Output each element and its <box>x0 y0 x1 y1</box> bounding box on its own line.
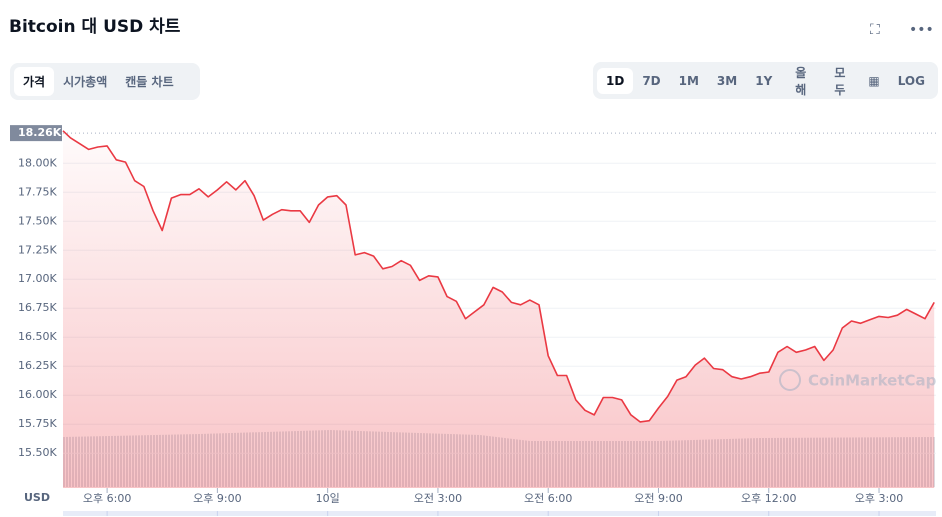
tab[interactable]: 가격 <box>14 67 55 96</box>
watermark-logo <box>779 369 801 391</box>
range-button[interactable]: 올해 <box>781 58 820 104</box>
x-tick-label: 오후 12:00 <box>741 492 796 505</box>
log-button[interactable]: LOG <box>889 68 934 94</box>
range-button[interactable]: 3M <box>708 68 746 94</box>
y-tick-label: 17.50K <box>18 214 57 227</box>
y-tick-label: 16.00K <box>18 388 57 401</box>
title: Bitcoin 대 USD 차트 <box>9 17 181 37</box>
watermark: CoinMarketCap <box>779 369 937 391</box>
currency-label: USD <box>24 491 50 504</box>
x-tick-label: 오전 9:00 <box>634 492 682 505</box>
y-tick-label: 17.75K <box>18 185 57 198</box>
current-price-box <box>10 125 62 142</box>
y-tick-label: 15.50K <box>18 446 57 459</box>
price-area <box>63 130 935 489</box>
calendar-button[interactable]: ▦ <box>859 68 888 94</box>
y-tick-label: 17.25K <box>18 243 57 256</box>
x-tick-label: 10일 <box>316 491 340 505</box>
range-button[interactable]: 모두 <box>820 58 859 104</box>
fullscreen-icon[interactable]: ⛶ <box>870 22 880 38</box>
y-tick-label: 17.00K <box>18 272 57 285</box>
price-line <box>62 130 935 423</box>
x-tick-label: 오후 9:00 <box>193 492 241 505</box>
tab[interactable]: 캔들 차트 <box>116 67 182 96</box>
range-button[interactable]: 1M <box>670 68 708 94</box>
y-tick-label: 15.75K <box>18 417 57 430</box>
watermark-text: CoinMarketCap <box>808 372 937 390</box>
x-tick-label: 오후 6:00 <box>83 492 131 505</box>
x-tick-label: 오후 3:00 <box>855 492 903 505</box>
y-tick-label: 16.75K <box>18 301 57 314</box>
range-group: 1D 7D 1M 3M 1Y 올해 모두 ▦ LOG <box>593 62 938 99</box>
y-tick-label: 16.50K <box>18 330 57 343</box>
range-button[interactable]: 7D <box>633 68 669 94</box>
range-button[interactable]: 1Y <box>746 68 781 94</box>
x-tick-label: 오전 6:00 <box>524 492 572 505</box>
x-tick-label: 오전 3:00 <box>414 492 462 505</box>
y-tick-label: 16.25K <box>18 359 57 372</box>
tab[interactable]: 시가총액 <box>54 67 116 96</box>
more-icon[interactable]: ••• <box>909 22 934 38</box>
scroll-bar <box>63 511 936 516</box>
range-button[interactable]: 1D <box>597 67 634 94</box>
y-tick-label: 18.00K <box>18 156 57 169</box>
tab-group: 가격 시가총액 캔들 차트 <box>10 63 200 100</box>
current-price-label: 18.26K <box>18 126 62 139</box>
